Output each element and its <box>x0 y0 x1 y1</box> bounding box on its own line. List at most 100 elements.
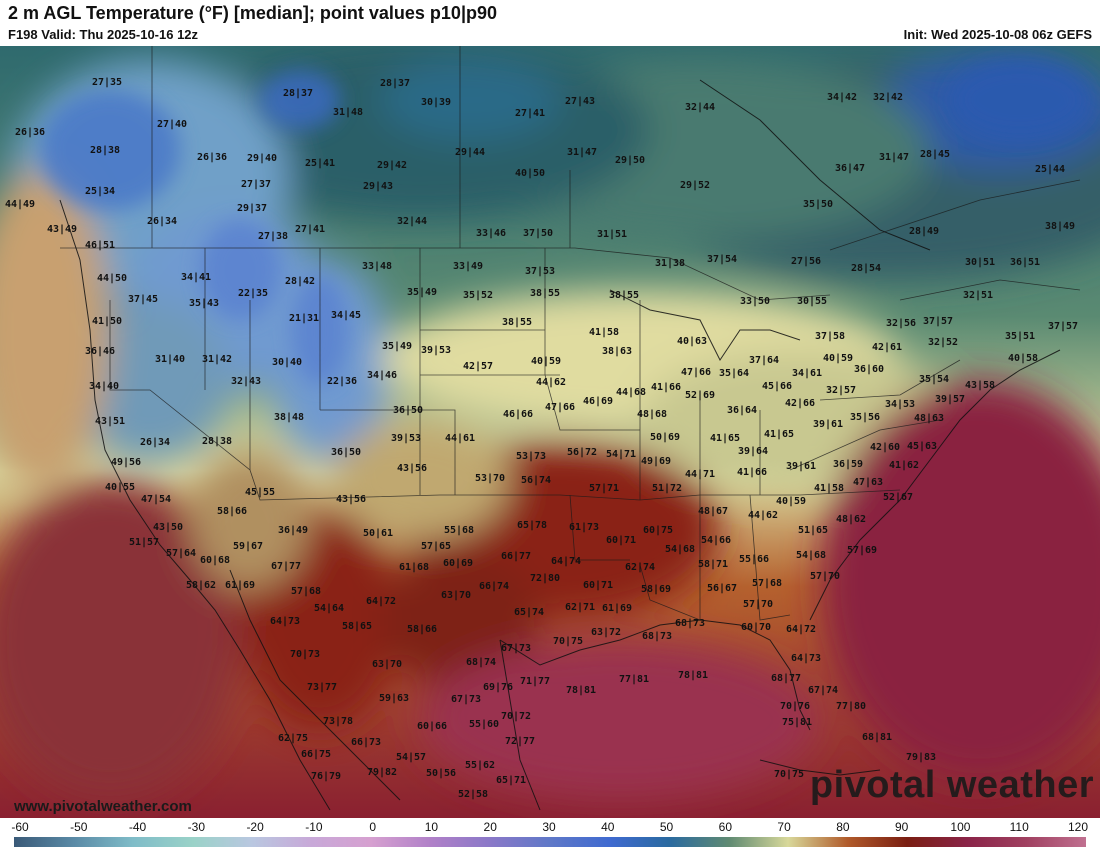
point-value-label: 42|66 <box>785 398 815 409</box>
point-value-label: 78|81 <box>566 685 596 696</box>
point-value-label: 77|80 <box>836 701 866 712</box>
temperature-map[interactable]: 27|35 28|37 28|37 30|39 27|41 27|43 32|44 34|42… <box>0 46 1100 818</box>
point-value-label: 34|41 <box>181 272 211 283</box>
point-value-label: 58|69 <box>641 584 671 595</box>
point-value-label: 22|36 <box>327 376 357 387</box>
point-value-label: 44|49 <box>5 199 35 210</box>
point-value-label: 31|47 <box>879 152 909 163</box>
point-value-label: 33|49 <box>453 261 483 272</box>
point-value-label: 41|62 <box>889 460 919 471</box>
point-value-label: 77|81 <box>619 674 649 685</box>
point-value-label: 48|62 <box>836 514 866 525</box>
point-value-label: 55|60 <box>469 719 499 730</box>
point-value-label: 39|53 <box>421 345 451 356</box>
point-value-label: 58|66 <box>407 624 437 635</box>
point-value-label: 57|70 <box>810 571 840 582</box>
colorbar-tick-label: 10 <box>424 820 439 834</box>
point-value-label: 39|64 <box>738 446 768 457</box>
point-value-label: 57|68 <box>291 586 321 597</box>
point-value-label: 50|61 <box>363 528 393 539</box>
point-value-label: 44|68 <box>616 387 646 398</box>
point-value-label: 30|39 <box>421 97 451 108</box>
point-value-label: 28|37 <box>380 78 410 89</box>
colorbar: -60 -50 -40 -30 -20 -10 0 10 20 30 40 50 60 70 80 90 100… <box>0 818 1100 850</box>
point-value-label: 31|47 <box>567 147 597 158</box>
point-value-label: 62|75 <box>278 733 308 744</box>
point-value-label: 46|66 <box>503 409 533 420</box>
point-value-label: 60|69 <box>443 558 473 569</box>
point-value-label: 44|50 <box>97 273 127 284</box>
point-value-label: 49|69 <box>641 456 671 467</box>
point-value-label: 55|68 <box>444 525 474 536</box>
point-value-label: 36|46 <box>85 346 115 357</box>
point-value-label: 44|71 <box>685 469 715 480</box>
state-boundaries <box>60 46 1081 621</box>
point-value-label: 73|77 <box>307 682 337 693</box>
point-value-label: 25|41 <box>305 158 335 169</box>
point-value-label: 42|61 <box>872 342 902 353</box>
point-value-label: 32|52 <box>928 337 958 348</box>
point-value-label: 51|65 <box>798 525 828 536</box>
website-link[interactable]: www.pivotalweather.com <box>14 798 192 815</box>
point-value-label: 36|51 <box>1010 257 1040 268</box>
point-value-label: 27|41 <box>295 224 325 235</box>
point-value-label: 25|34 <box>85 186 115 197</box>
point-value-label: 53|73 <box>516 451 546 462</box>
point-value-label: 27|41 <box>515 108 545 119</box>
point-value-label: 35|49 <box>407 287 437 298</box>
point-value-label: 63|70 <box>441 590 471 601</box>
point-value-label: 67|73 <box>501 643 531 654</box>
point-value-label: 56|72 <box>567 447 597 458</box>
point-value-label: 37|45 <box>128 294 158 305</box>
point-value-label: 36|59 <box>833 459 863 470</box>
point-value-label: 70|75 <box>774 769 804 780</box>
point-value-label: 54|68 <box>665 544 695 555</box>
point-value-label: 36|50 <box>331 447 361 458</box>
point-value-label: 40|55 <box>105 482 135 493</box>
point-value-label: 31|38 <box>655 258 685 269</box>
point-value-label: 68|74 <box>466 657 496 668</box>
point-value-label: 67|73 <box>451 694 481 705</box>
point-value-label: 26|34 <box>147 216 177 227</box>
point-value-label: 28|38 <box>90 145 120 156</box>
point-value-label: 53|70 <box>475 473 505 484</box>
point-value-label: 32|44 <box>685 102 715 113</box>
point-value-label: 35|50 <box>803 199 833 210</box>
point-value-label: 41|65 <box>710 433 740 444</box>
point-value-label: 62|74 <box>625 562 655 573</box>
point-value-label: 25|44 <box>1035 164 1065 175</box>
colorbar-tick-label: 30 <box>542 820 556 834</box>
point-value-label: 37|64 <box>749 355 779 366</box>
point-value-label: 43|58 <box>965 380 995 391</box>
point-value-label: 28|54 <box>851 263 881 274</box>
map-title: 2 m AGL Temperature (°F) [median]; point… <box>8 3 497 23</box>
point-value-label: 34|53 <box>885 399 915 410</box>
point-value-label: 52|58 <box>458 789 488 800</box>
cold-patches <box>40 60 1090 385</box>
point-value-label: 42|60 <box>870 442 900 453</box>
point-value-label: 59|67 <box>233 541 263 552</box>
point-value-label: 79|82 <box>367 767 397 778</box>
point-value-label: 32|57 <box>826 385 856 396</box>
point-value-label: 52|67 <box>883 492 913 503</box>
point-value-label: 62|71 <box>565 602 595 613</box>
point-value-label: 40|58 <box>1008 353 1038 364</box>
point-value-label: 30|55 <box>797 296 827 307</box>
colorbar-tick-label: -30 <box>187 820 205 834</box>
point-value-label: 45|63 <box>907 441 937 452</box>
point-value-label: 39|61 <box>786 461 816 472</box>
point-value-label: 47|63 <box>853 477 883 488</box>
point-value-label: 54|57 <box>396 752 426 763</box>
point-value-label: 34|45 <box>331 310 361 321</box>
point-value-label: 34|46 <box>367 370 397 381</box>
point-value-label: 27|43 <box>565 96 595 107</box>
point-value-label: 35|64 <box>719 368 749 379</box>
point-value-label: 39|53 <box>391 433 421 444</box>
point-value-label: 34|61 <box>792 368 822 379</box>
point-value-label: 27|56 <box>791 256 821 267</box>
point-value-label: 64|74 <box>551 556 581 567</box>
point-value-label: 27|37 <box>241 179 271 190</box>
pivotal-weather-wordmark: pivotal weather <box>809 764 1094 806</box>
point-value-label: 64|73 <box>270 616 300 627</box>
point-value-label: 43|49 <box>47 224 77 235</box>
